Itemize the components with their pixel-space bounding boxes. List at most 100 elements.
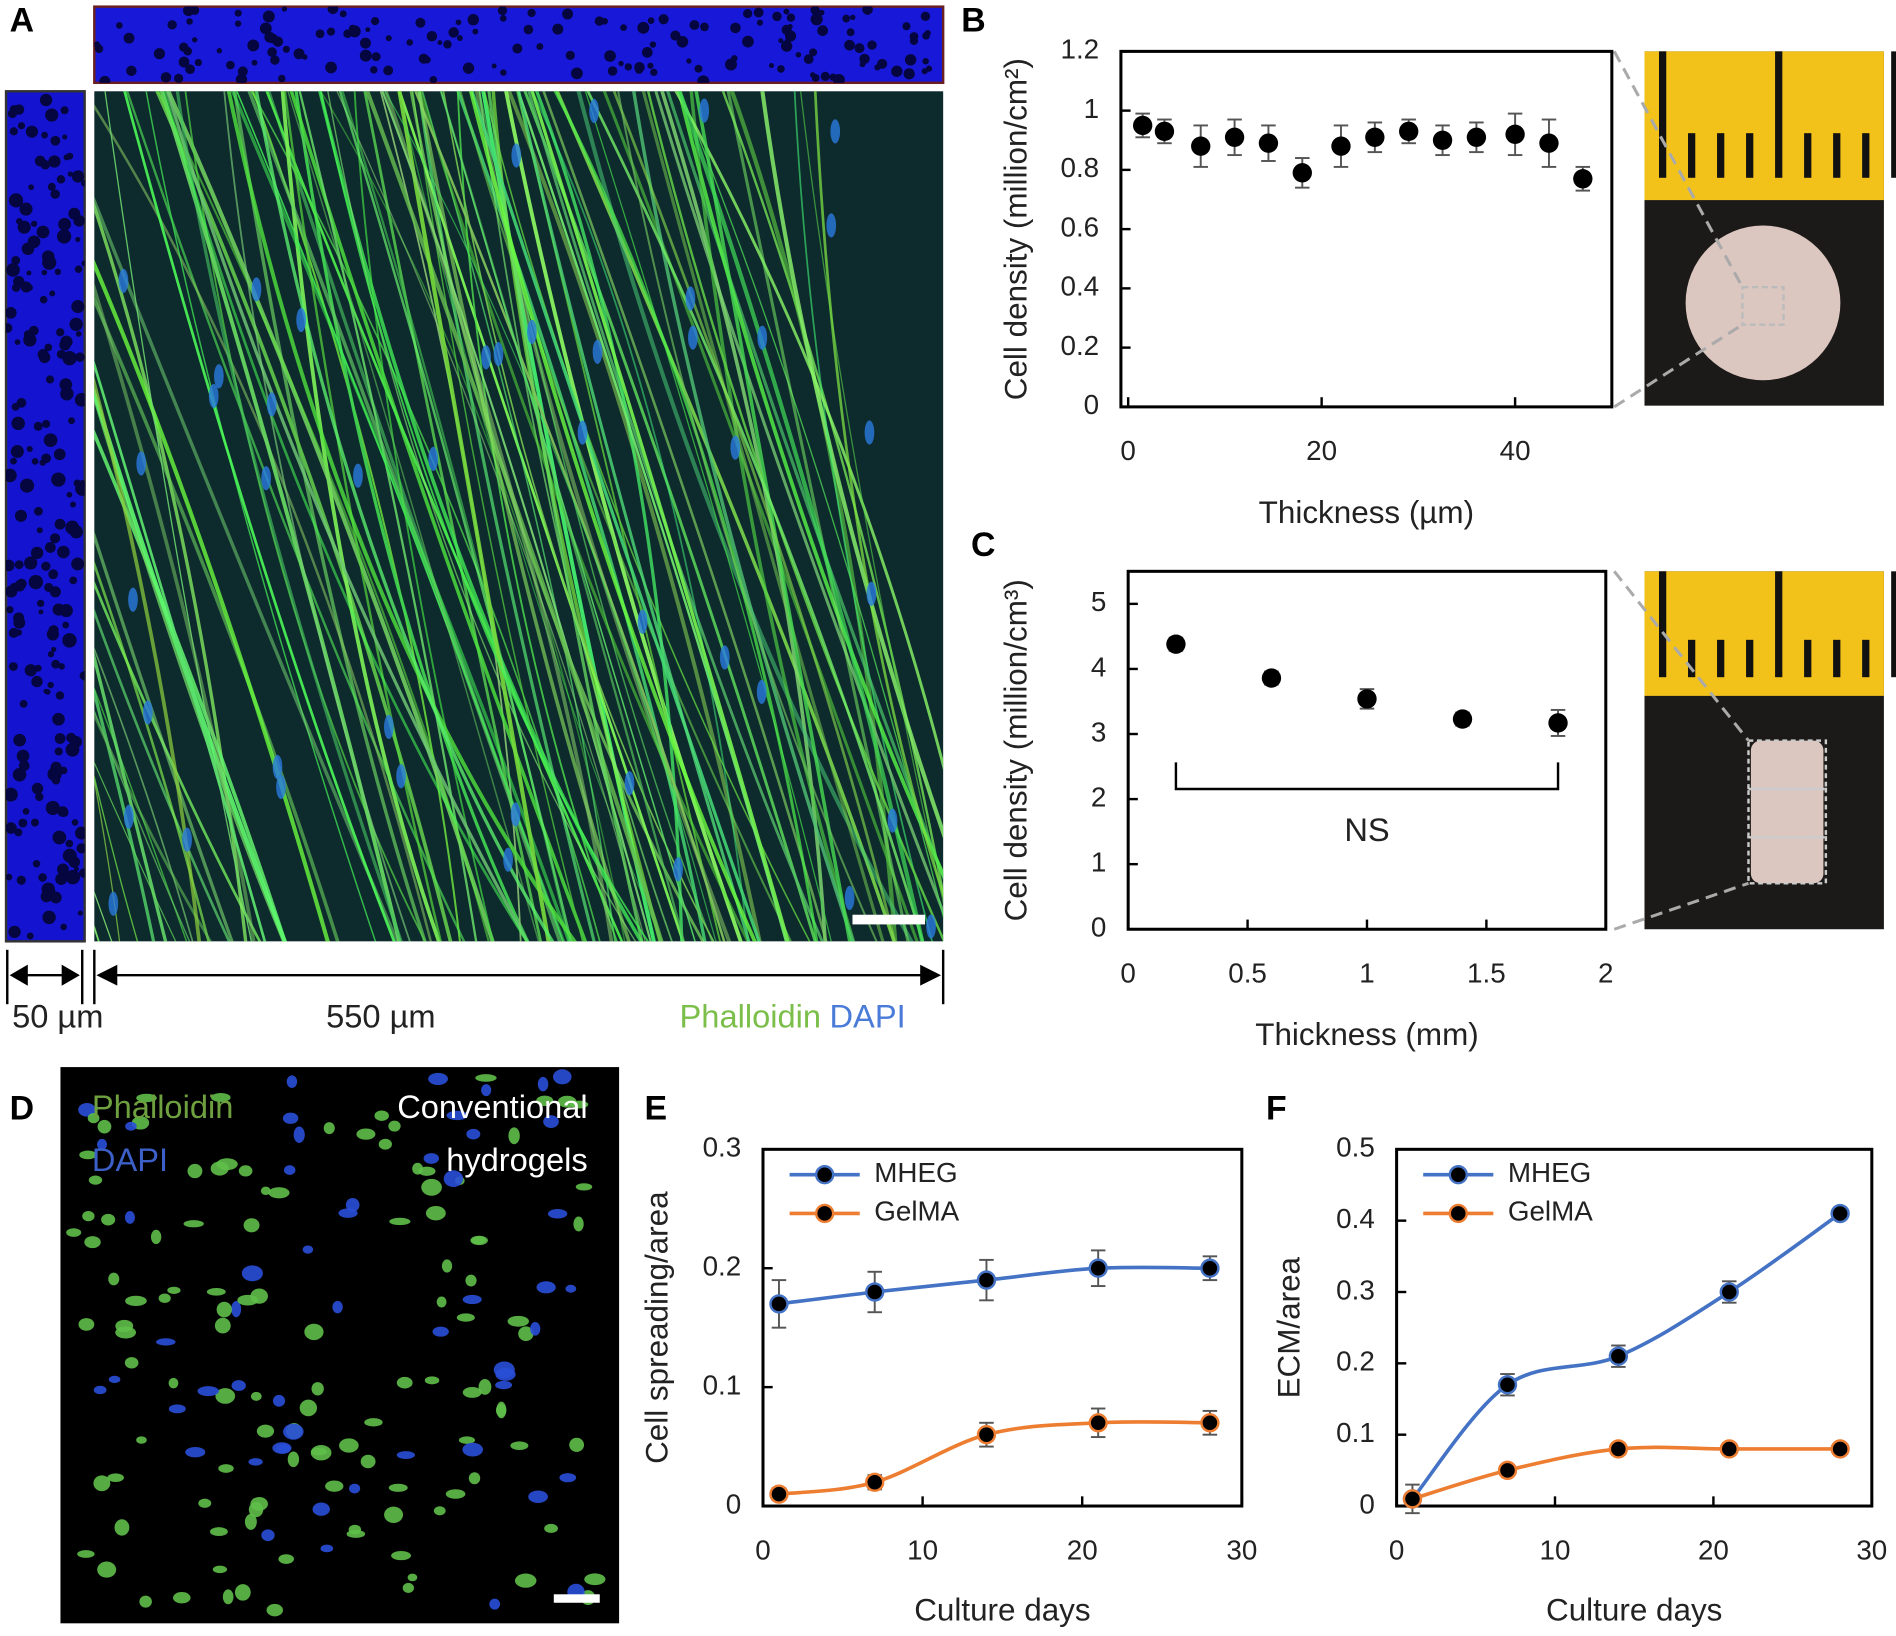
cell: [495, 1403, 507, 1417]
texture-dot: [35, 792, 44, 802]
texture-dot: [6, 787, 18, 802]
texture-dot: [81, 260, 85, 267]
cell: [468, 1472, 481, 1485]
fiber: [230, 91, 571, 942]
texture-dot: [226, 60, 235, 70]
ruler-tick: [1833, 133, 1841, 178]
nucleus: [830, 119, 841, 144]
ruler-tick: [1804, 639, 1812, 678]
fiber: [365, 91, 664, 942]
texture-dot: [54, 268, 61, 275]
cell: [198, 1498, 212, 1508]
cell: [458, 1436, 476, 1444]
texture-dot: [844, 39, 855, 51]
x-tick-label: 20: [1306, 435, 1337, 466]
cell: [283, 1165, 296, 1175]
texture-dot: [49, 290, 56, 297]
nucleus: [296, 307, 306, 333]
texture-dot: [565, 50, 575, 60]
ruler-tick: [1862, 133, 1870, 178]
plot-frame: [1126, 569, 1608, 931]
fiber: [336, 91, 646, 942]
texture-dot: [50, 761, 62, 773]
fiber: [94, 646, 194, 942]
cell: [93, 1385, 107, 1395]
cell: [466, 1128, 481, 1140]
fiber: [94, 295, 340, 942]
texture-dot: [59, 339, 71, 351]
texture-dot: [921, 68, 928, 75]
cell: [215, 1388, 236, 1404]
x-tick-label: 1.5: [1467, 958, 1506, 989]
point: [1166, 634, 1186, 654]
texture-dot: [46, 628, 60, 641]
texture-dot: [6, 559, 15, 572]
texture-dot: [12, 767, 27, 782]
cell: [495, 1380, 513, 1390]
ruler-ticks: [1659, 51, 1896, 178]
fiber: [459, 91, 793, 942]
texture-dot: [75, 352, 85, 362]
cell: [470, 1235, 488, 1246]
texture-dot: [42, 910, 56, 925]
texture-dot: [24, 664, 37, 677]
texture-dot: [272, 36, 284, 47]
cell: [510, 1441, 529, 1450]
texture-dot: [59, 378, 73, 391]
x-tick-label: 20: [1067, 1534, 1098, 1565]
nucleus: [143, 700, 153, 725]
texture-dot: [689, 20, 700, 30]
cell: [214, 1317, 231, 1334]
fiber: [94, 386, 287, 942]
cell: [495, 1368, 516, 1381]
y-axis-label: Cell spreading/area: [639, 1191, 674, 1464]
texture-dot: [742, 35, 754, 48]
texture-dot: [686, 58, 692, 64]
cell: [243, 1218, 260, 1233]
cell: [82, 1210, 95, 1222]
texture-dot: [62, 134, 68, 140]
point: [1402, 1489, 1423, 1509]
legend-marker: [1448, 1203, 1468, 1224]
texture-dot: [909, 32, 919, 41]
texture-dot: [52, 712, 65, 726]
point: [769, 1484, 789, 1504]
y-tick-label: 0.4: [1060, 271, 1099, 302]
cell: [167, 1286, 181, 1294]
y-tick-label: 0: [1359, 1488, 1374, 1519]
texture-dot: [47, 651, 55, 658]
cell: [114, 1519, 130, 1536]
texture-dot: [9, 127, 18, 136]
texture-dot: [443, 40, 452, 49]
x-tick-label: 10: [1540, 1534, 1571, 1565]
nucleus: [511, 143, 522, 168]
ruler-tick: [1659, 571, 1667, 678]
texture-dot: [50, 135, 61, 146]
texture-dot: [803, 54, 814, 65]
cell: [456, 1313, 475, 1322]
nucleus: [730, 435, 741, 460]
texture-dot: [854, 43, 865, 54]
stain-label: DAPI: [92, 1141, 168, 1178]
ruler-tick: [1717, 133, 1725, 178]
texture-dot: [28, 574, 43, 590]
cell: [93, 1475, 111, 1492]
texture-dot: [71, 170, 85, 183]
texture-dot: [38, 609, 44, 615]
y-tick-label: 5: [1091, 586, 1106, 617]
texture-dot: [512, 43, 523, 54]
cell: [124, 1211, 135, 1224]
cell: [544, 1523, 558, 1533]
ruler-tick: [1688, 639, 1696, 678]
texture-dot: [24, 556, 38, 570]
texture-dot: [17, 122, 26, 130]
nucleus: [719, 645, 730, 670]
texture-dot: [185, 64, 195, 75]
cell: [77, 1550, 95, 1558]
nucleus: [276, 774, 286, 799]
texture-dot: [30, 818, 39, 827]
fiber: [94, 282, 256, 942]
panel-label: F: [1266, 1090, 1287, 1128]
texture-dot: [455, 19, 462, 26]
cell: [536, 1095, 554, 1107]
